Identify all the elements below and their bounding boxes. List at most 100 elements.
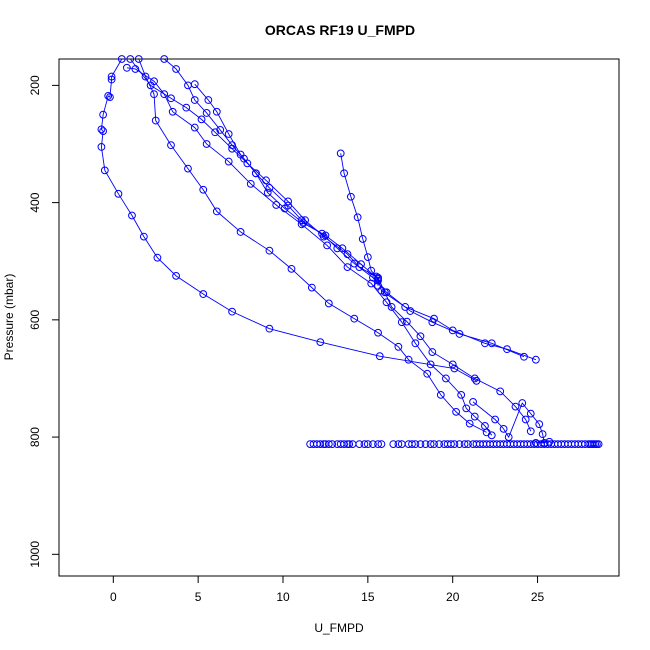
data-point — [168, 107, 177, 116]
data-point — [272, 201, 281, 209]
data-point — [470, 374, 479, 383]
data-point — [462, 404, 471, 413]
data-point — [369, 440, 377, 449]
data-point — [411, 440, 420, 449]
series-6 — [190, 80, 540, 364]
data-point — [122, 63, 131, 72]
data-point — [340, 440, 348, 449]
data-point — [423, 369, 432, 378]
data-point — [199, 185, 208, 194]
data-point — [128, 211, 136, 220]
data-point — [363, 253, 372, 262]
data-point — [160, 55, 169, 63]
data-point — [204, 96, 213, 104]
data-point — [535, 420, 544, 429]
data-point — [426, 440, 435, 449]
data-point — [594, 440, 603, 449]
data-point — [184, 164, 192, 173]
data-point — [435, 440, 444, 449]
data-point — [394, 342, 403, 351]
data-point — [426, 360, 435, 369]
data-point — [367, 279, 376, 288]
data-point — [430, 314, 438, 323]
data-point — [343, 263, 352, 271]
data-point — [470, 412, 479, 421]
data-point — [107, 72, 116, 81]
data-point — [374, 276, 382, 285]
data-point — [448, 360, 457, 369]
data-point — [212, 207, 221, 216]
x-axis-label: U_FMPD — [314, 621, 364, 635]
data-point — [357, 260, 365, 269]
data-point — [375, 352, 384, 361]
data-point — [323, 241, 332, 250]
data-point — [411, 339, 420, 348]
data-point — [450, 440, 459, 449]
data-point — [496, 387, 505, 396]
data-point — [146, 81, 155, 90]
series-3 — [122, 63, 496, 440]
data-point — [350, 314, 359, 323]
x-tick-label: 10 — [276, 590, 290, 604]
data-point — [224, 130, 233, 138]
data-point — [487, 431, 496, 440]
data-point — [107, 75, 116, 84]
data-point — [150, 90, 158, 99]
data-point — [499, 424, 508, 433]
data-point — [452, 407, 460, 416]
data-point — [460, 440, 469, 449]
y-tick-label: 1000 — [28, 541, 42, 568]
data-point — [367, 266, 376, 275]
data-point — [265, 246, 274, 255]
data-point — [167, 94, 175, 103]
data-point — [99, 127, 108, 135]
data-point — [100, 166, 109, 175]
data-point — [521, 415, 530, 424]
data-point — [455, 440, 464, 449]
data-point — [442, 374, 450, 383]
y-tick-label: 400 — [28, 192, 42, 212]
data-point — [436, 390, 445, 399]
data-point — [199, 290, 208, 298]
data-point — [324, 299, 333, 308]
data-point — [455, 330, 464, 338]
data-point — [228, 307, 236, 316]
data-point — [202, 140, 211, 148]
x-tick-label: 15 — [361, 590, 375, 604]
data-point — [153, 253, 162, 262]
data-point — [202, 109, 211, 117]
data-point — [404, 355, 413, 364]
data-point — [316, 338, 325, 347]
data-point — [139, 232, 148, 241]
data-point — [428, 318, 437, 327]
data-point — [160, 90, 169, 99]
data-point — [394, 440, 403, 449]
data-point — [167, 141, 175, 150]
data-point — [457, 390, 466, 399]
data-point — [236, 150, 245, 159]
data-point — [355, 440, 364, 449]
data-point — [416, 440, 425, 449]
data-point — [360, 440, 369, 449]
data-point — [504, 433, 513, 441]
series-1 — [97, 55, 481, 385]
data-point — [374, 440, 382, 449]
series-7 — [336, 149, 382, 290]
data-point — [287, 264, 296, 273]
data-point — [141, 72, 150, 81]
data-point — [190, 96, 199, 104]
data-point — [397, 318, 406, 327]
data-point — [408, 440, 416, 449]
data-point — [491, 415, 500, 424]
data-point — [448, 326, 457, 335]
data-point — [212, 107, 221, 116]
data-point — [316, 440, 325, 449]
data-point — [299, 219, 308, 228]
data-point — [538, 430, 547, 439]
data-point — [526, 409, 535, 418]
data-point — [224, 157, 233, 166]
data-point — [531, 439, 540, 447]
data-point — [377, 440, 386, 449]
data-point — [430, 440, 438, 449]
data-point — [518, 399, 527, 407]
